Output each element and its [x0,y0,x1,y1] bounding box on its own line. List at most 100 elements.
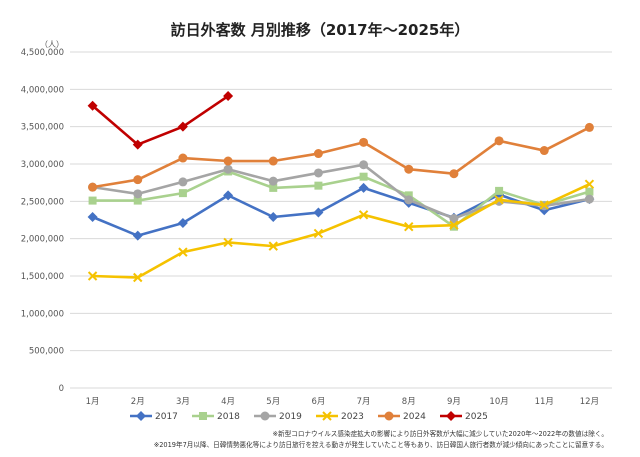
data-point [136,411,146,421]
data-point [177,121,188,132]
x-axis-ticks: 1月 2月 3月 4月 5月 6月 7月 8月 9月 10月 11月 12月 [86,397,599,407]
series-line [92,170,590,229]
data-point-stroke [494,195,504,205]
data-point [178,177,188,187]
y-tick-label: 2,500,000 [21,197,64,207]
data-point [494,195,504,205]
data-point [494,136,504,146]
data-point [223,156,233,166]
data-point [133,272,143,283]
data-point [199,412,207,420]
data-point-stroke [223,237,233,248]
data-point-stroke [449,220,459,230]
x-tick-label: 7月 [357,397,371,407]
legend-label: 2019 [279,412,302,422]
legend: 2017 2018 2019 2023 2024 2025 [130,411,488,422]
data-point [87,100,98,111]
legend-item: 2024 [378,411,426,422]
data-point [260,411,270,421]
x-tick-label: 6月 [311,397,325,407]
legend-item: 2017 [130,411,178,422]
data-point [359,137,369,147]
legend-label: 2025 [465,412,488,422]
legend-item: 2018 [192,412,240,422]
data-point-stroke [87,271,98,281]
data-point [133,175,143,185]
data-point [223,237,233,248]
series-2023 [87,179,595,283]
y-tick-label: 4,000,000 [21,85,64,95]
data-point [223,190,234,201]
data-point-stroke [133,272,143,283]
data-point [223,91,234,102]
y-tick-label: 2,000,000 [21,235,64,245]
data-point [268,156,278,166]
data-point [358,210,369,220]
data-point [87,212,98,223]
data-point-stroke [404,222,414,232]
legend-label: 2018 [217,412,240,422]
legend-label: 2024 [403,412,426,422]
y-tick-label: 1,500,000 [21,272,64,282]
x-tick-label: 3月 [176,397,190,407]
legend-item: 2019 [254,411,302,422]
y-tick-label: 3,000,000 [21,160,64,170]
series-line [92,182,590,279]
data-point-stroke [322,411,332,421]
data-point [446,411,456,421]
data-point [314,181,323,190]
y-tick-label: 1,000,000 [21,309,64,319]
footnote-1: ※新型コロナウイルス感染症拡大の影響により訪日外客数が大幅に減少していた2020… [273,429,608,438]
data-point [585,187,594,196]
data-point [313,149,323,159]
data-point [359,172,368,181]
series-2017 [87,182,595,241]
x-tick-label: 1月 [86,397,100,407]
series-line [91,94,229,146]
footnote-2: ※2019年7月以降、日韓情勢悪化等により訪日旅行を控える動きが発生していたこと… [154,440,608,449]
data-point [358,182,369,193]
data-point [132,139,143,150]
x-tick-label: 10月 [489,397,508,407]
data-point [269,183,278,192]
series-2019 [88,160,594,224]
data-point [88,196,97,205]
x-tick-label: 8月 [402,397,416,407]
data-point [449,214,459,224]
data-point [384,411,394,421]
data-point [584,194,594,204]
data-point [88,182,98,192]
data-point-stroke [313,228,324,239]
series-line [92,186,590,237]
x-tick-label: 11月 [535,397,554,407]
series-2024 [88,122,594,192]
y-tick-label: 500,000 [29,347,64,357]
data-point [404,164,414,174]
data-point [177,217,188,228]
y-tick-label: 4,500,000 [21,48,64,58]
x-tick-label: 12月 [580,397,599,407]
x-tick-label: 4月 [221,397,235,407]
data-point [178,247,188,257]
data-point [178,153,188,163]
y-tick-label: 0 [59,384,64,394]
data-point [313,168,323,178]
y-unit-label: （人） [40,40,64,49]
y-axis-ticks: 0 500,000 1,000,000 1,500,000 2,000,000 2,500… [21,48,64,394]
data-point-stroke [539,200,549,210]
data-point-stroke [178,247,188,257]
data-point [404,195,414,205]
data-point [359,160,369,170]
series-line [92,163,590,220]
data-point [268,176,278,186]
y-tick-label: 3,500,000 [21,123,64,133]
chart-title: 訪日外客数 月別推移（2017年～2025年） [171,21,470,39]
x-tick-label: 2月 [131,397,145,407]
x-tick-label: 9月 [447,397,461,407]
data-point [133,196,142,205]
series-line [92,126,591,189]
data-point [223,164,233,174]
data-point [322,411,332,421]
